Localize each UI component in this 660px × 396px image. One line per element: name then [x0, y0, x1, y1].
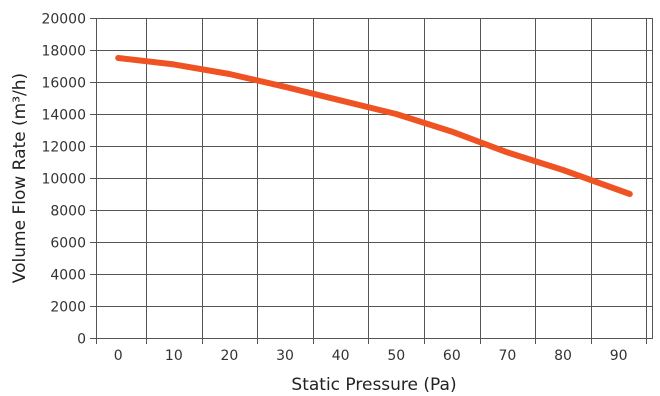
x-axis-title: Static Pressure (Pa) — [291, 375, 456, 395]
x-tick-label: 90 — [610, 348, 628, 364]
x-axis-ticks: 0 10 20 30 40 50 60 70 80 90 — [114, 348, 628, 364]
y-tick-label: 0 — [77, 332, 86, 348]
y-tick-label: 4000 — [50, 268, 86, 284]
x-tick-label: 20 — [221, 348, 239, 364]
y-tick-label: 2000 — [50, 300, 86, 316]
x-tick-label: 60 — [443, 348, 461, 364]
plot-area — [96, 18, 653, 339]
y-tick-label: 20000 — [41, 12, 86, 28]
x-tick-label: 40 — [332, 348, 350, 364]
x-tick-label: 30 — [276, 348, 294, 364]
y-axis-title: Volume Flow Rate (m³/h) — [10, 73, 30, 283]
y-axis-ticks: 0 2000 4000 6000 8000 10000 12000 14000 16000 180… — [41, 12, 86, 348]
y-tick-label: 16000 — [41, 76, 86, 92]
y-tick-label: 6000 — [50, 236, 86, 252]
y-tick-label: 14000 — [41, 108, 86, 124]
series-line — [115, 55, 633, 197]
series — [115, 55, 633, 197]
y-tick-label: 10000 — [41, 172, 86, 188]
x-tick-label: 0 — [114, 348, 123, 364]
x-tick-label: 70 — [499, 348, 517, 364]
x-tick-label: 50 — [387, 348, 405, 364]
y-tick-label: 12000 — [41, 140, 86, 156]
x-tick-label: 10 — [165, 348, 183, 364]
x-tick-label: 80 — [554, 348, 572, 364]
y-tick-label: 8000 — [50, 204, 86, 220]
y-tick-label: 18000 — [41, 44, 86, 60]
